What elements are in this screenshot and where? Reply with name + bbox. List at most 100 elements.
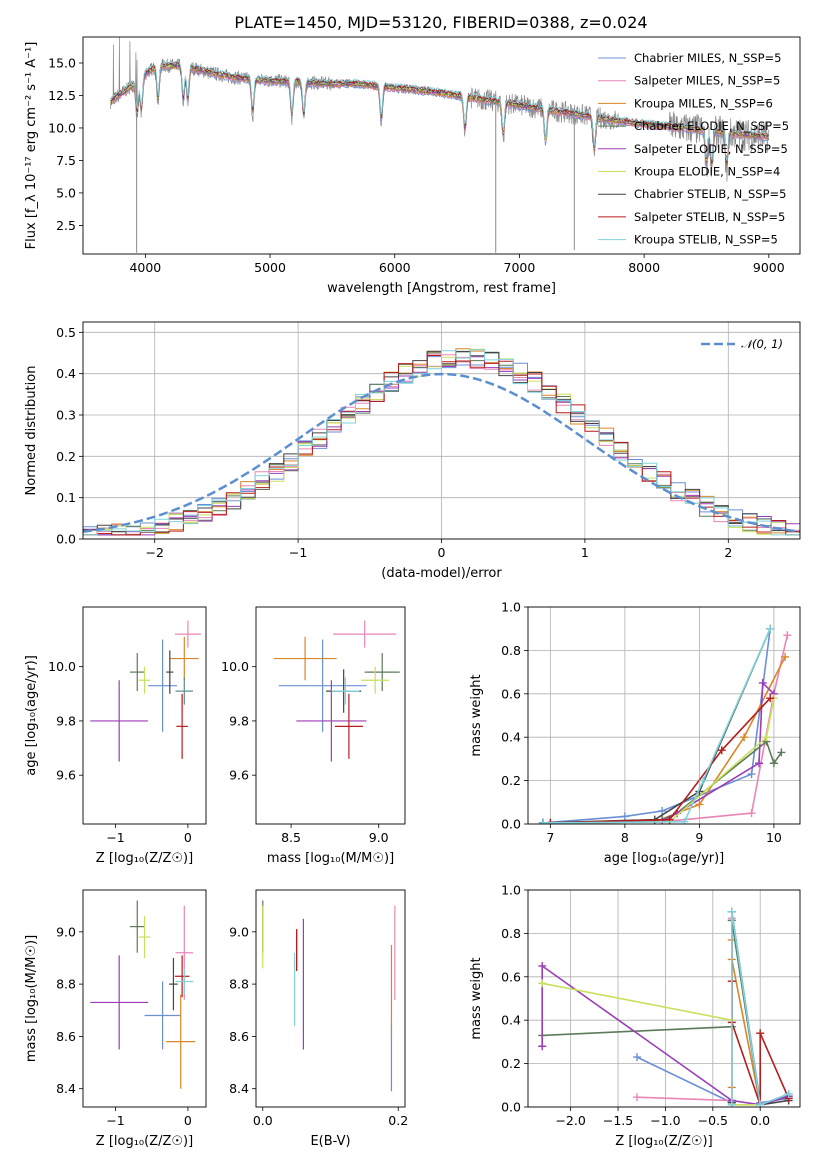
x-tick-label: 2	[724, 545, 732, 560]
y-tick-label: 9.0	[56, 924, 76, 939]
mass-weight-marker	[740, 733, 749, 742]
y-tick-label: 0.6	[501, 969, 521, 984]
mass-weight-marker	[538, 1042, 547, 1051]
mass-weight-marker	[538, 979, 547, 988]
x-axis-label: Z [log₁₀(Z/Z☉)]	[96, 1134, 193, 1149]
legend-spectrum: Chabrier MILES, N_SSP=5 Salpeter MILES, N…	[598, 51, 789, 247]
x-axis-label: Z [log₁₀(Z/Z☉)]	[96, 851, 193, 866]
y-tick-label: 10.0	[48, 659, 76, 674]
x-tick-label: 0	[438, 545, 446, 560]
mass-weight-line	[550, 697, 775, 824]
x-tick-label: 9	[695, 830, 703, 845]
mass-weight-line	[542, 628, 771, 824]
y-tick-label: 8.6	[229, 1029, 249, 1044]
mass-weight-line	[542, 681, 775, 824]
y-tick-label: 10.0	[221, 659, 249, 674]
y-tick-label: 5.0	[56, 185, 76, 200]
y-tick-label: 0.5	[56, 325, 76, 340]
mass-weight-marker	[766, 624, 775, 633]
x-tick-label: −1.0	[650, 1113, 680, 1128]
y-axis-label: mass weight	[469, 957, 484, 1039]
x-tick-label: 0.0	[253, 1113, 273, 1128]
x-tick-label: 7	[546, 830, 554, 845]
x-tick-label: 10	[766, 830, 782, 845]
y-tick-label: 9.6	[229, 768, 249, 783]
mass-weight-marker	[777, 748, 786, 757]
axes-frame	[527, 606, 801, 825]
mass-weight-line	[542, 628, 771, 824]
chart-mass-vs-Z: −1 0 8.4 8.6 8.8 9.0 Z [log₁₀(Z/Z☉)] mass [log₁…	[24, 889, 207, 1149]
y-tick-label: 8.8	[56, 977, 76, 992]
y-tick-label: 15.0	[48, 55, 76, 70]
x-axis-label: (data-model)/error	[381, 566, 502, 581]
model-spectrum-line	[110, 59, 769, 162]
legend-label: Chabrier STELIB, N_SSP=5	[634, 187, 786, 201]
mass-weight-line	[542, 628, 771, 824]
plot-area-age-vs-mass	[273, 620, 400, 762]
legend-label: Kroupa MILES, N_SSP=6	[634, 96, 773, 110]
y-tick-label: 8.6	[56, 1029, 76, 1044]
chart-age-vs-mass: 8.5 9.0 9.6 9.8 10.0 mass [log₁₀(M/M☉)]	[221, 606, 406, 866]
x-tick-label: 5000	[254, 260, 286, 275]
axes-frame	[255, 889, 406, 1108]
x-tick-label: 8000	[628, 260, 660, 275]
y-tick-label: 0.8	[501, 926, 521, 941]
axes-frame	[82, 606, 207, 825]
y-tick-label: 1.0	[501, 600, 521, 615]
y-axis-label: age [log₁₀(age/yr)]	[24, 655, 39, 776]
x-tick-label: 6000	[379, 260, 411, 275]
y-tick-label: 12.5	[48, 88, 76, 103]
mass-weight-marker	[784, 1089, 793, 1098]
x-tick-label: −1	[106, 830, 124, 845]
plot-area-age-vs-Z	[90, 620, 201, 762]
mass-weight-marker	[766, 694, 775, 703]
mass-weight-marker	[758, 678, 767, 687]
legend-label: Salpeter STELIB, N_SSP=5	[634, 210, 785, 224]
mass-weight-marker	[783, 631, 792, 640]
x-tick-label: −1	[289, 545, 307, 560]
x-tick-label: −0.5	[698, 1113, 728, 1128]
legend-label: Salpeter MILES, N_SSP=5	[634, 74, 780, 88]
mass-weight-marker	[717, 746, 726, 755]
mass-weight-marker	[538, 961, 547, 970]
mass-weight-marker	[620, 812, 629, 821]
y-axis-label: mass [log₁₀(M/M☉)]	[24, 935, 39, 1062]
legend-label: Kroupa STELIB, N_SSP=5	[634, 233, 778, 247]
mass-weight-marker	[747, 770, 756, 779]
y-tick-label: 10.0	[48, 120, 76, 135]
mass-weight-marker	[680, 817, 689, 824]
y-tick-label: 8.8	[229, 977, 249, 992]
figure-title: PLATE=1450, MJD=53120, FIBERID=0388, z=0…	[234, 13, 647, 32]
y-tick-label: 0.0	[56, 532, 76, 547]
y-tick-label: 1.0	[501, 883, 521, 898]
y-tick-label: 0.4	[56, 366, 76, 381]
x-axis-label: wavelength [Angstrom, rest frame]	[327, 281, 556, 296]
mass-weight-marker	[632, 1093, 641, 1102]
y-axis-label: Normed distribution	[24, 366, 39, 496]
y-tick-label: 8.4	[56, 1081, 76, 1096]
legend-label: Salpeter ELODIE, N_SSP=5	[634, 142, 788, 156]
mass-weight-line	[550, 697, 771, 824]
x-tick-label: −2.0	[555, 1113, 585, 1128]
mass-weight-marker	[658, 806, 667, 815]
plot-area-mass-vs-ebv	[262, 900, 396, 1092]
y-tick-label: 0.0	[501, 817, 521, 832]
y-tick-label: 9.6	[56, 768, 76, 783]
chart-mass-weight-vs-age: 7 8 9 10 0.0 0.2 0.4 0.6 0.8 1.0 age [log₁₀(age/yr…	[469, 600, 801, 866]
mass-weight-line	[550, 635, 789, 824]
axes-frame	[82, 889, 207, 1108]
chart-spectrum: Chabrier MILES, N_SSP=5 Salpeter MILES, N…	[24, 36, 801, 296]
x-tick-label: 4000	[129, 260, 161, 275]
mass-weight-marker	[538, 818, 547, 824]
x-tick-label: 8	[621, 830, 629, 845]
mass-weight-marker	[699, 776, 708, 785]
x-tick-label: −1.5	[603, 1113, 633, 1128]
x-tick-label: 0	[184, 1113, 192, 1128]
x-tick-label: 9.0	[369, 830, 389, 845]
x-axis-label: E(B-V)	[310, 1134, 350, 1149]
mass-weight-marker	[781, 652, 790, 661]
mass-weight-marker	[632, 1053, 641, 1062]
y-tick-label: 0.2	[501, 1056, 521, 1071]
y-tick-label: 8.4	[229, 1081, 249, 1096]
